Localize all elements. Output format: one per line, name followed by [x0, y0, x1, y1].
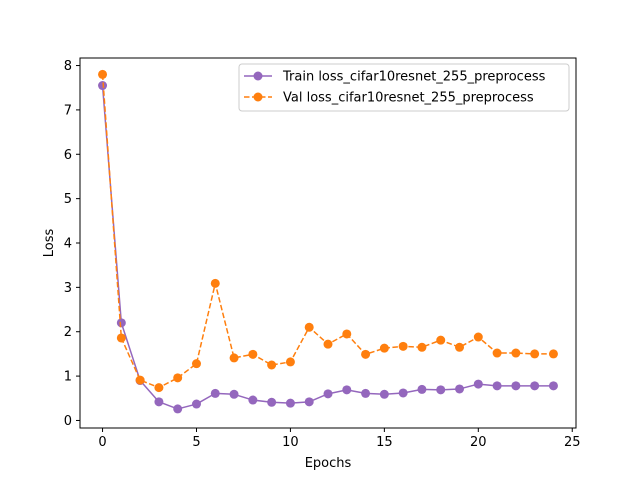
data-point — [530, 349, 540, 359]
data-point — [229, 353, 239, 363]
y-tick-label: 7 — [64, 103, 72, 118]
y-tick-label: 4 — [64, 237, 72, 252]
data-point — [492, 348, 502, 358]
legend-val-label: Val loss_cifar10resnet_255_preprocess — [283, 91, 534, 106]
data-point — [135, 375, 145, 385]
data-point — [304, 322, 314, 332]
data-point — [379, 343, 389, 353]
legend-val-marker — [253, 92, 263, 102]
x-tick-label: 10 — [282, 435, 299, 450]
data-point — [511, 381, 521, 391]
x-tick-label: 15 — [376, 435, 393, 450]
data-point — [492, 381, 502, 391]
y-tick-label: 0 — [64, 414, 72, 429]
legend-train-marker — [253, 71, 263, 81]
data-point — [548, 381, 558, 391]
legend: Train loss_cifar10resnet_255_preprocess … — [238, 63, 570, 112]
x-tick-label: 0 — [98, 435, 106, 450]
data-point — [361, 349, 371, 359]
data-point — [455, 342, 465, 352]
data-point — [342, 329, 352, 339]
series-train — [98, 81, 558, 414]
data-point — [304, 397, 314, 407]
legend-box — [238, 63, 570, 112]
y-axis-label: Loss — [42, 229, 57, 258]
y-axis-ticks: 0 1 2 3 4 5 6 7 8 — [64, 59, 80, 429]
data-point — [548, 349, 558, 359]
data-point — [379, 389, 389, 399]
data-point — [511, 348, 521, 358]
data-point — [436, 385, 446, 395]
data-point — [210, 278, 220, 288]
data-point — [154, 397, 164, 407]
y-tick-label: 8 — [64, 59, 72, 74]
data-point — [116, 333, 126, 343]
data-point — [417, 384, 427, 394]
legend-train-label: Train loss_cifar10resnet_255_preprocess — [282, 70, 546, 85]
data-point — [116, 318, 126, 328]
series-layer — [98, 69, 558, 414]
data-point — [436, 335, 446, 345]
data-point — [248, 395, 258, 405]
x-tick-label: 5 — [192, 435, 200, 450]
data-point — [417, 342, 427, 352]
data-point — [191, 399, 201, 409]
data-point — [98, 69, 108, 79]
data-point — [398, 388, 408, 398]
data-point — [173, 404, 183, 414]
data-point — [248, 349, 258, 359]
data-point — [473, 332, 483, 342]
data-point — [361, 388, 371, 398]
series-val — [98, 69, 558, 393]
data-point — [398, 341, 408, 351]
data-point — [210, 388, 220, 398]
data-point — [323, 339, 333, 349]
data-point — [323, 389, 333, 399]
data-point — [229, 389, 239, 399]
data-point — [285, 357, 295, 367]
data-point — [342, 385, 352, 395]
data-point — [285, 398, 295, 408]
x-axis-ticks: 0 5 10 15 20 25 — [98, 428, 581, 450]
data-point — [191, 359, 201, 369]
x-axis-label: Epochs — [305, 456, 352, 471]
y-tick-label: 3 — [64, 281, 72, 296]
y-tick-label: 1 — [64, 370, 72, 385]
x-tick-label: 25 — [564, 435, 581, 450]
data-point — [267, 397, 277, 407]
data-point — [98, 81, 108, 91]
x-tick-label: 20 — [470, 435, 487, 450]
data-point — [173, 373, 183, 383]
data-point — [455, 384, 465, 394]
data-point — [473, 379, 483, 389]
data-point — [530, 381, 540, 391]
y-tick-label: 2 — [64, 325, 72, 340]
y-tick-label: 6 — [64, 148, 72, 163]
data-point — [154, 383, 164, 393]
y-tick-label: 5 — [64, 192, 72, 207]
data-point — [267, 360, 277, 370]
